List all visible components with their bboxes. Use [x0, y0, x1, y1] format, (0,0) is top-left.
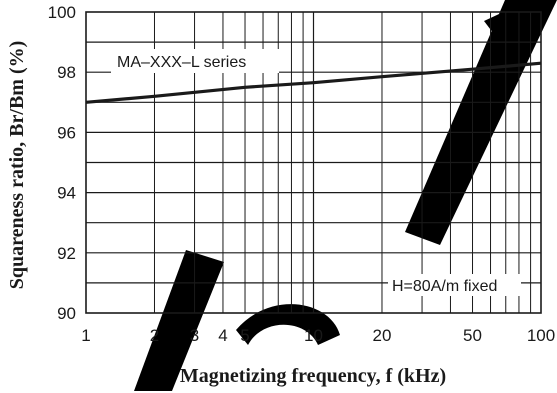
plot-frame	[85, 11, 542, 314]
x-tick-label: 2	[150, 326, 159, 345]
x-axis-title: Magnetizing frequency, f (kHz)	[180, 365, 446, 387]
x-tick-label: 5	[240, 326, 249, 345]
watermark-stroke-left	[134, 250, 224, 391]
condition-label: H=80A/m fixed	[392, 278, 497, 295]
x-tick-label: 10	[304, 326, 323, 345]
x-tick-label: 1	[81, 326, 90, 345]
y-tick-labels: 90 92 94 96 98 100	[48, 3, 76, 323]
watermark-stroke-right	[405, 0, 557, 245]
watermark-stroke-curve	[236, 304, 340, 345]
y-axis-title: Squareness ratio, Br/Bm (%)	[6, 41, 28, 290]
y-tick-label: 98	[57, 63, 76, 82]
x-tick-label: 20	[373, 326, 392, 345]
y-tick-label: 94	[57, 184, 76, 203]
x-tick-label: 100	[527, 326, 555, 345]
series-label: MA–XXX–L series	[117, 54, 246, 71]
x-tick-label: 3	[190, 326, 199, 345]
y-tick-label: 100	[48, 3, 76, 22]
x-tick-labels: 1 2 3 4 5 10 20 50 100	[81, 326, 555, 345]
y-tick-label: 96	[57, 123, 76, 142]
series-label-box	[111, 49, 279, 73]
series-group	[85, 61, 542, 104]
y-tick-label: 90	[57, 304, 76, 323]
x-tick-label: 50	[463, 326, 482, 345]
x-tick-label: 4	[218, 326, 227, 345]
series-line	[85, 61, 542, 104]
annotations-group: MA–XXX–L series H=80A/m fixed	[111, 49, 521, 296]
condition-label-box	[388, 274, 521, 296]
y-tick-label: 92	[57, 244, 76, 263]
